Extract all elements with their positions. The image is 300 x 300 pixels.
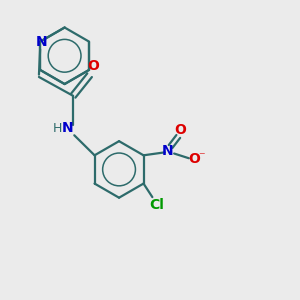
Text: H: H	[52, 122, 62, 135]
Text: N: N	[161, 144, 173, 158]
Text: Cl: Cl	[149, 198, 164, 212]
Text: O: O	[87, 59, 99, 74]
Text: O: O	[175, 123, 187, 137]
Text: ⁻: ⁻	[198, 150, 205, 163]
Text: O: O	[188, 152, 200, 167]
Text: N: N	[36, 34, 48, 49]
Text: N: N	[62, 121, 74, 135]
